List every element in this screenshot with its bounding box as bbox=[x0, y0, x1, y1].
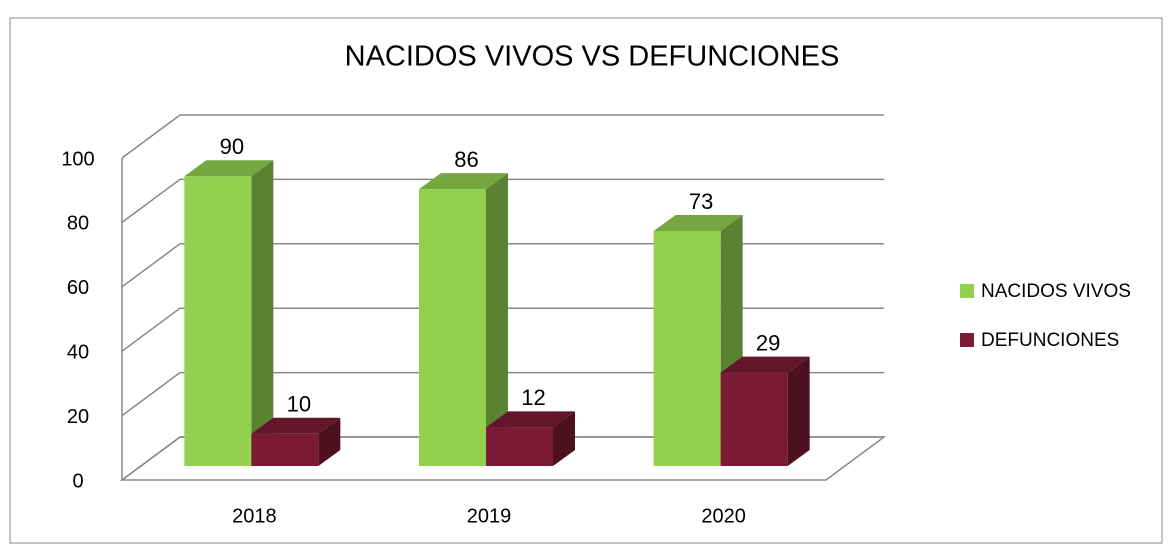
grid-line bbox=[121, 307, 884, 352]
grid-line bbox=[121, 436, 884, 481]
bar-front bbox=[184, 176, 252, 466]
bar-front bbox=[486, 427, 553, 466]
bar-side bbox=[787, 356, 810, 466]
data-label: 73 bbox=[689, 189, 713, 214]
bar-side bbox=[318, 417, 341, 466]
grid-line bbox=[121, 243, 884, 288]
chart-title: NACIDOS VIVOS VS DEFUNCIONES bbox=[345, 41, 840, 73]
bar bbox=[653, 214, 743, 466]
x-tick-label: 2020 bbox=[701, 505, 746, 527]
bar-top bbox=[720, 356, 810, 373]
data-label: 90 bbox=[220, 134, 244, 159]
bar bbox=[720, 356, 810, 466]
bar-top bbox=[184, 160, 274, 177]
bar-top bbox=[486, 411, 575, 428]
data-label: 12 bbox=[521, 385, 545, 410]
data-label: 86 bbox=[454, 147, 478, 172]
data-label: 10 bbox=[287, 392, 311, 417]
data-label: 29 bbox=[756, 330, 780, 355]
bar-side bbox=[251, 160, 274, 466]
bar bbox=[486, 411, 575, 466]
bar-front bbox=[251, 433, 319, 466]
bar bbox=[419, 173, 508, 466]
grid-line bbox=[121, 371, 884, 417]
x-tick-label: 2018 bbox=[232, 505, 277, 527]
legend-swatch bbox=[960, 284, 974, 298]
y-tick-label: 100 bbox=[61, 148, 94, 170]
bar-side bbox=[486, 173, 508, 466]
y-tick-label: 80 bbox=[67, 213, 89, 235]
legend-label: DEFUNCIONES bbox=[981, 330, 1119, 351]
legend-label: NACIDOS VIVOS bbox=[981, 281, 1131, 302]
y-tick-label: 20 bbox=[67, 406, 89, 428]
y-tick-label: 60 bbox=[67, 277, 89, 299]
legend-swatch bbox=[960, 333, 974, 347]
y-tick-label: 0 bbox=[72, 470, 83, 492]
bar-top bbox=[419, 173, 508, 190]
bar-front bbox=[720, 372, 788, 466]
bar-front bbox=[419, 189, 486, 466]
grid-line bbox=[121, 178, 884, 224]
y-tick-label: 40 bbox=[67, 341, 89, 363]
bar-side bbox=[553, 411, 575, 466]
grid-line bbox=[121, 114, 884, 159]
bar-top bbox=[653, 214, 743, 231]
x-tick-label: 2019 bbox=[467, 505, 512, 527]
bar-top bbox=[251, 417, 341, 434]
bar bbox=[184, 160, 274, 466]
bar-front bbox=[653, 230, 721, 466]
bar bbox=[251, 417, 341, 466]
